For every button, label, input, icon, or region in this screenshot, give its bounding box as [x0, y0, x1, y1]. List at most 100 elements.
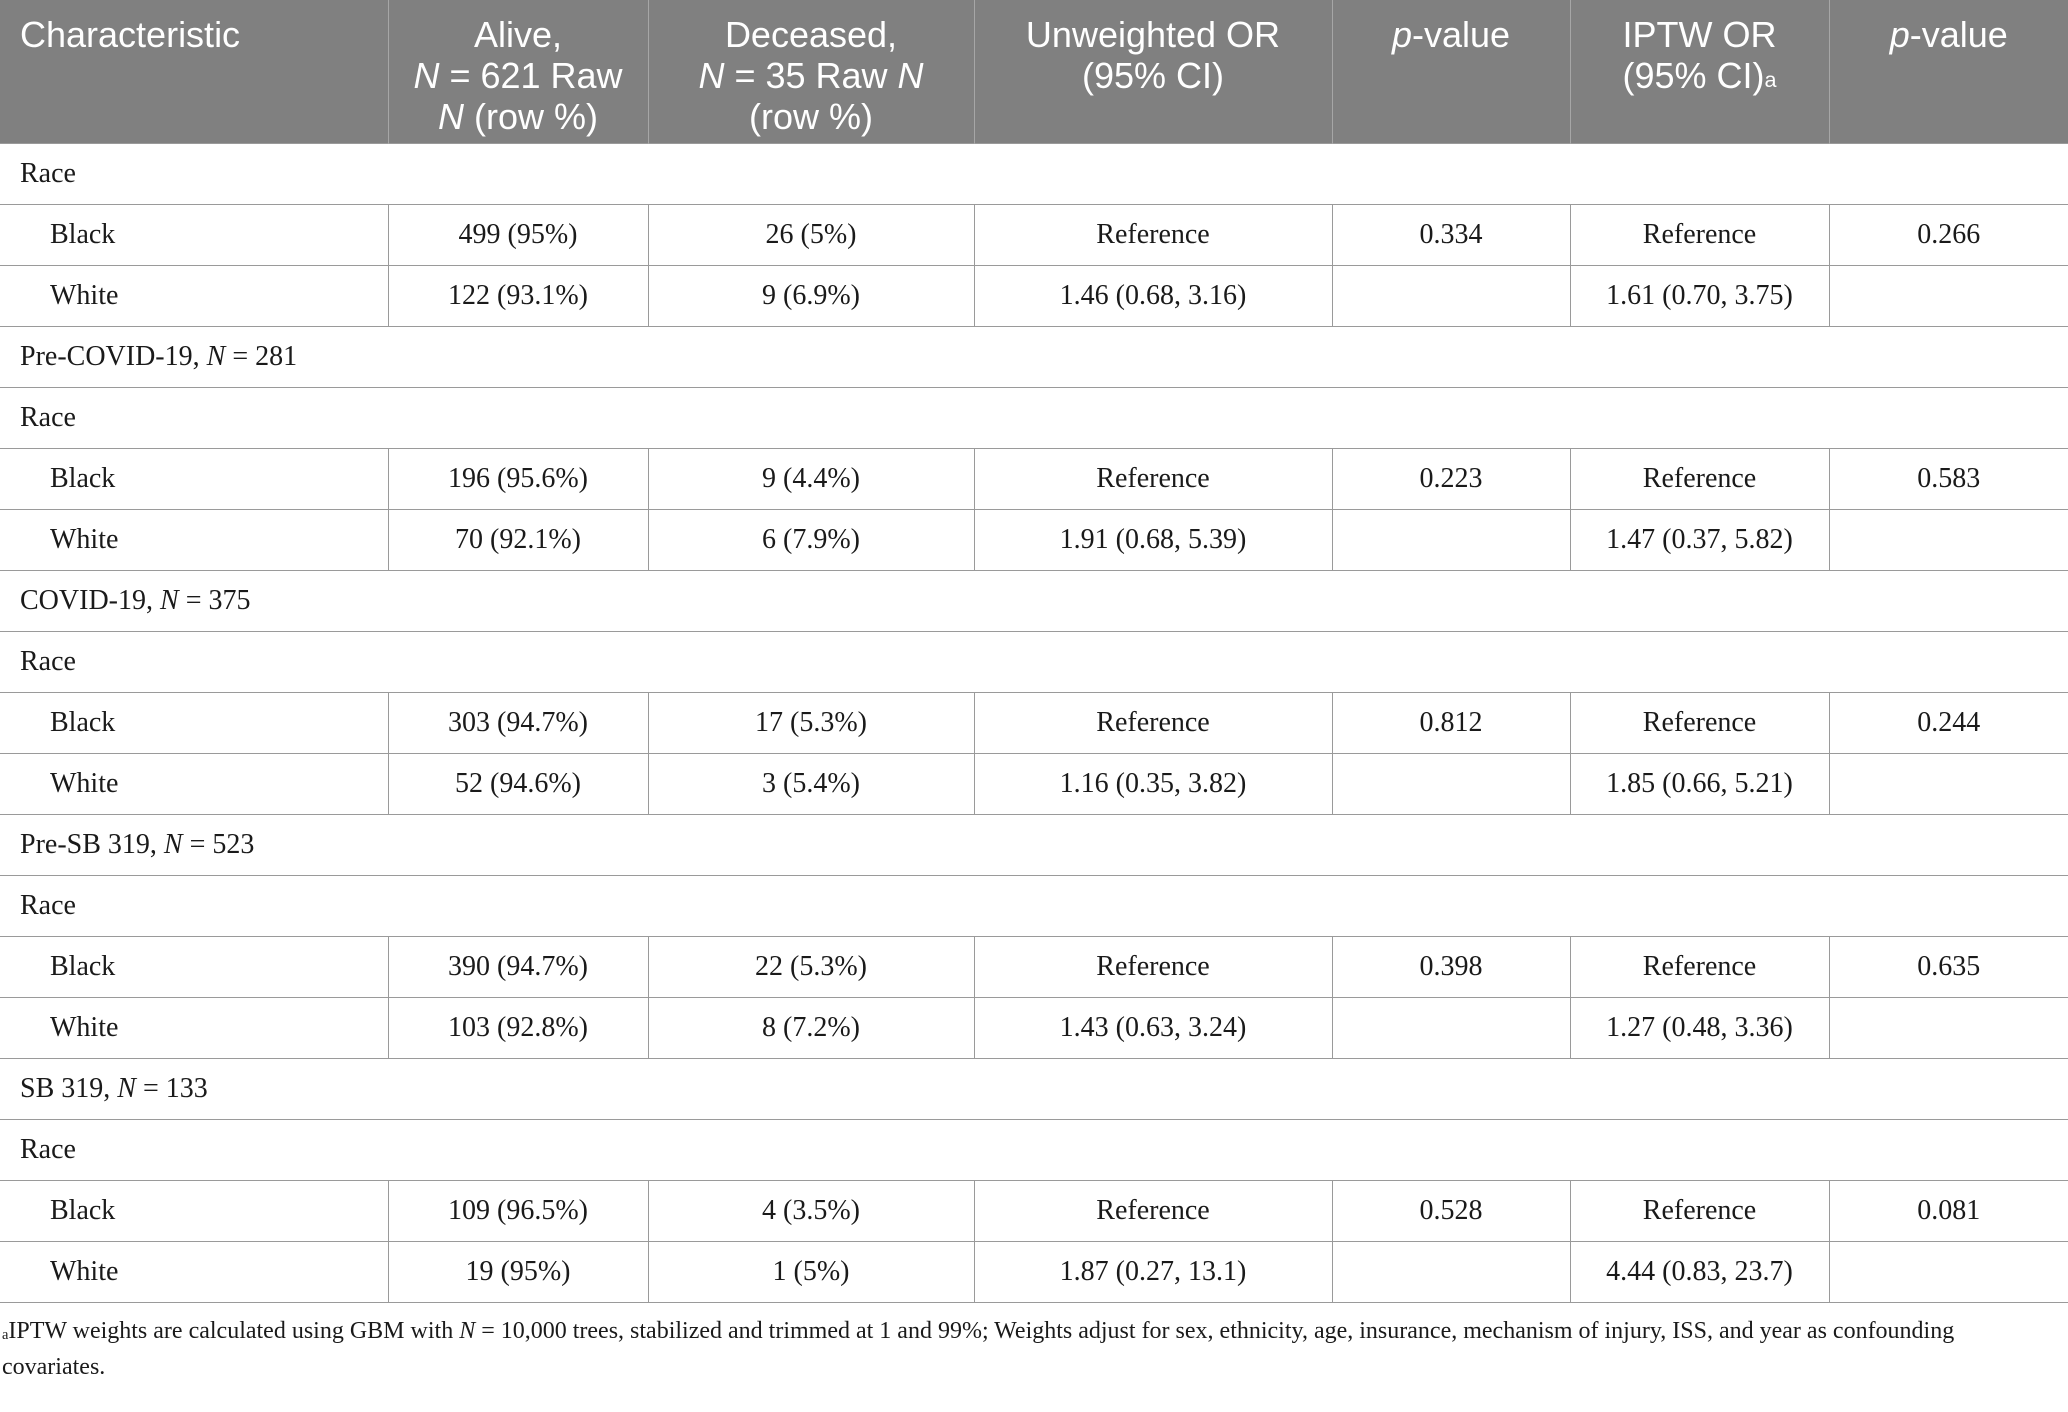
section-title: Pre-COVID-19, N = 281 [0, 325, 2068, 388]
section-title-n: N [163, 828, 183, 860]
section-title-count: = 281 [225, 340, 298, 372]
section-title-text: COVID-19, [20, 584, 160, 616]
iptw-or-cell: Reference [1569, 691, 1830, 754]
row-label: Black [0, 935, 389, 998]
row-label: White [0, 264, 389, 327]
deceased-cell: 9 (4.4%) [647, 447, 975, 510]
row-label: White [0, 752, 389, 815]
section-title-count: = 375 [178, 584, 251, 616]
group-row: Race [0, 630, 2068, 693]
group-row: Race [0, 142, 2068, 205]
iptw-or-cell: 1.61 (0.70, 3.75) [1569, 264, 1830, 327]
alive-cell: 52 (94.6%) [387, 752, 649, 815]
unweighted-or-cell: Reference [973, 691, 1333, 754]
section-title-count: = 523 [182, 828, 255, 860]
p-value-iptw-cell: 0.583 [1828, 447, 2068, 510]
group-label: Race [0, 1118, 2068, 1181]
deceased-cell: 17 (5.3%) [647, 691, 975, 754]
unweighted-or-cell: Reference [973, 203, 1333, 266]
p-value-unweighted-cell [1331, 996, 1571, 1059]
p-value-unweighted-cell [1331, 752, 1571, 815]
p-value-unweighted-cell: 0.398 [1331, 935, 1571, 998]
group-row: Race [0, 1118, 2068, 1181]
iptw-or-cell: 4.44 (0.83, 23.7) [1569, 1240, 1830, 1303]
section-title-n: N [206, 340, 226, 372]
table-row: White 103 (92.8%) 8 (7.2%) 1.43 (0.63, 3.24… [0, 996, 2068, 1059]
p-value-iptw-cell [1828, 508, 2068, 571]
p-value-unweighted-cell: 0.812 [1331, 691, 1571, 754]
group-label: Race [0, 874, 2068, 937]
footnote-text-before: IPTW weights are calculated using GBM wi… [8, 1317, 460, 1344]
header-p-value-iptw: p-value [1828, 0, 2068, 143]
alive-cell: 196 (95.6%) [387, 447, 649, 510]
p-value-iptw-cell [1828, 996, 2068, 1059]
iptw-or-cell: Reference [1569, 935, 1830, 998]
row-label: Black [0, 203, 389, 266]
header-deceased: Deceased, N = 35 Raw N (row %) [647, 0, 974, 143]
row-label: Black [0, 1179, 389, 1242]
alive-cell: 499 (95%) [387, 203, 649, 266]
section-row: COVID-19, N = 375 [0, 569, 2068, 632]
unweighted-or-cell: Reference [973, 1179, 1333, 1242]
header-row: Characteristic Alive, N = 621 Raw N (row %… [0, 0, 2068, 143]
group-row: Race [0, 874, 2068, 937]
p-value-iptw-cell [1828, 1240, 2068, 1303]
p-value-iptw-cell [1828, 752, 2068, 815]
unweighted-or-cell: 1.16 (0.35, 3.82) [973, 752, 1333, 815]
section-title: Pre-SB 319, N = 523 [0, 813, 2068, 876]
p-value-iptw-cell [1828, 264, 2068, 327]
unweighted-or-cell: 1.43 (0.63, 3.24) [973, 996, 1333, 1059]
deceased-cell: 4 (3.5%) [647, 1179, 975, 1242]
row-label: White [0, 1240, 389, 1303]
table-row: Black 499 (95%) 26 (5%) Reference 0.334 Refer… [0, 203, 2068, 266]
p-value-iptw-cell: 0.244 [1828, 691, 2068, 754]
footnote-n-symbol: N [459, 1317, 476, 1344]
section-row: Pre-SB 319, N = 523 [0, 813, 2068, 876]
section-title: SB 319, N = 133 [0, 1057, 2068, 1120]
deceased-cell: 9 (6.9%) [647, 264, 975, 327]
iptw-or-cell: 1.47 (0.37, 5.82) [1569, 508, 1830, 571]
iptw-or-cell: Reference [1569, 447, 1830, 510]
p-value-iptw-cell: 0.081 [1828, 1179, 2068, 1242]
header-alive: Alive, N = 621 Raw N (row %) [387, 0, 648, 143]
table-row: White 122 (93.1%) 9 (6.9%) 1.46 (0.68, 3.16… [0, 264, 2068, 327]
p-value-unweighted-cell [1331, 1240, 1571, 1303]
header-characteristic: Characteristic [0, 0, 388, 143]
header-unweighted-or: Unweighted OR (95% CI) [973, 0, 1332, 143]
unweighted-or-cell: Reference [973, 935, 1333, 998]
deceased-cell: 6 (7.9%) [647, 508, 975, 571]
group-label: Race [0, 142, 2068, 205]
iptw-or-cell: 1.85 (0.66, 5.21) [1569, 752, 1830, 815]
table-row: Black 196 (95.6%) 9 (4.4%) Reference 0.223 Re… [0, 447, 2068, 510]
p-value-iptw-cell: 0.635 [1828, 935, 2068, 998]
unweighted-or-cell: 1.91 (0.68, 5.39) [973, 508, 1333, 571]
deceased-cell: 8 (7.2%) [647, 996, 975, 1059]
alive-cell: 303 (94.7%) [387, 691, 649, 754]
unweighted-or-cell: 1.46 (0.68, 3.16) [973, 264, 1333, 327]
alive-cell: 122 (93.1%) [387, 264, 649, 327]
footnote-text-after: = 10,000 trees, stabilized and trimmed a… [2, 1317, 1955, 1380]
section-row: Pre-COVID-19, N = 281 [0, 325, 2068, 388]
alive-cell: 109 (96.5%) [387, 1179, 649, 1242]
section-title: COVID-19, N = 375 [0, 569, 2068, 632]
deceased-cell: 26 (5%) [647, 203, 975, 266]
table-row: Black 390 (94.7%) 22 (5.3%) Reference 0.398 R… [0, 935, 2068, 998]
p-value-unweighted-cell: 0.223 [1331, 447, 1571, 510]
iptw-or-cell: Reference [1569, 203, 1830, 266]
section-title-text: SB 319, [20, 1072, 118, 1104]
table-row: White 19 (95%) 1 (5%) 1.87 (0.27, 13.1) 4.44… [0, 1240, 2068, 1303]
table-footnote: aIPTW weights are calculated using GBM w… [0, 1303, 2052, 1385]
section-title-count: = 133 [135, 1072, 208, 1104]
table-row: Black 303 (94.7%) 17 (5.3%) Reference 0.812 R… [0, 691, 2068, 754]
table-header: Characteristic Alive, N = 621 Raw N (row %… [0, 0, 2068, 143]
alive-cell: 19 (95%) [387, 1240, 649, 1303]
section-title-text: Pre-COVID-19, [20, 340, 207, 372]
alive-cell: 390 (94.7%) [387, 935, 649, 998]
iptw-or-cell: 1.27 (0.48, 3.36) [1569, 996, 1830, 1059]
row-label: Black [0, 447, 389, 510]
deceased-cell: 3 (5.4%) [647, 752, 975, 815]
p-value-unweighted-cell: 0.334 [1331, 203, 1571, 266]
alive-cell: 103 (92.8%) [387, 996, 649, 1059]
results-table: Characteristic Alive, N = 621 Raw N (row %… [0, 0, 2068, 1303]
unweighted-or-cell: 1.87 (0.27, 13.1) [973, 1240, 1333, 1303]
